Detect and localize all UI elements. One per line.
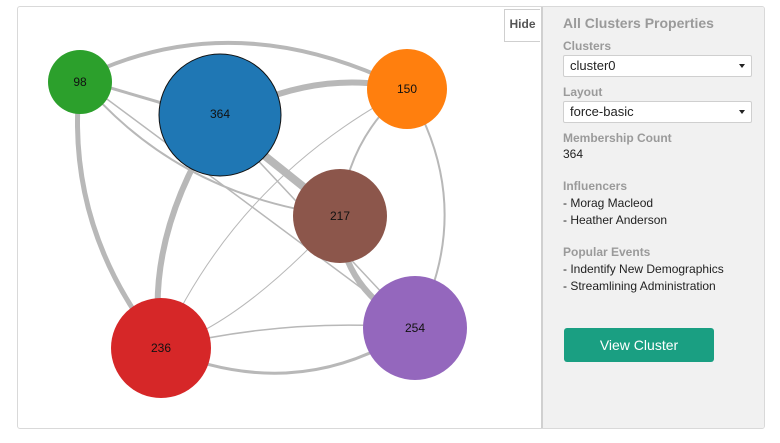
- node-236-label: 236: [151, 341, 171, 355]
- node-150-label: 150: [397, 82, 417, 96]
- influencer-item: - Morag Macleod: [563, 196, 654, 210]
- clusters-select[interactable]: cluster0: [563, 55, 752, 77]
- clusters-select-value: cluster0: [570, 58, 616, 73]
- chevron-down-icon: [739, 64, 745, 68]
- node-364[interactable]: [158, 53, 282, 177]
- event-item: - Indentify New Demographics: [563, 262, 724, 276]
- node-98[interactable]: [48, 50, 112, 114]
- membership-label: Membership Count: [563, 131, 672, 145]
- layout-label: Layout: [563, 85, 603, 99]
- membership-value: 364: [563, 147, 584, 161]
- node-217-label: 217: [330, 209, 350, 223]
- edge-98-150: [78, 40, 409, 91]
- node-98-label: 98: [73, 75, 87, 89]
- cluster-view-frame: 98 364 150 217 236 254 Hide All Clusters…: [17, 6, 765, 429]
- event-item: - Streamlining Administration: [563, 279, 716, 293]
- chevron-down-icon: [739, 110, 745, 114]
- node-150[interactable]: [367, 49, 447, 129]
- node-364-label: 364: [210, 107, 230, 121]
- hide-button[interactable]: Hide: [504, 9, 540, 42]
- graph-canvas[interactable]: 98 364 150 217 236 254: [18, 7, 541, 428]
- cluster-graph[interactable]: 98 364 150 217 236 254 Hide: [18, 7, 541, 428]
- influencer-item: - Heather Anderson: [563, 213, 668, 227]
- layout-select-value: force-basic: [570, 104, 634, 119]
- panel-title: All Clusters Properties: [563, 15, 714, 31]
- node-254-label: 254: [405, 321, 425, 335]
- node-236[interactable]: [111, 298, 211, 398]
- node-254[interactable]: [363, 276, 467, 380]
- layout-select[interactable]: force-basic: [563, 101, 752, 123]
- clusters-label: Clusters: [563, 39, 612, 53]
- events-label: Popular Events: [563, 245, 651, 259]
- view-cluster-button[interactable]: View Cluster: [564, 328, 714, 362]
- properties-panel: All Clusters Properties Clusters cluster…: [541, 7, 764, 428]
- influencers-label: Influencers: [563, 179, 628, 193]
- node-217[interactable]: [293, 169, 387, 263]
